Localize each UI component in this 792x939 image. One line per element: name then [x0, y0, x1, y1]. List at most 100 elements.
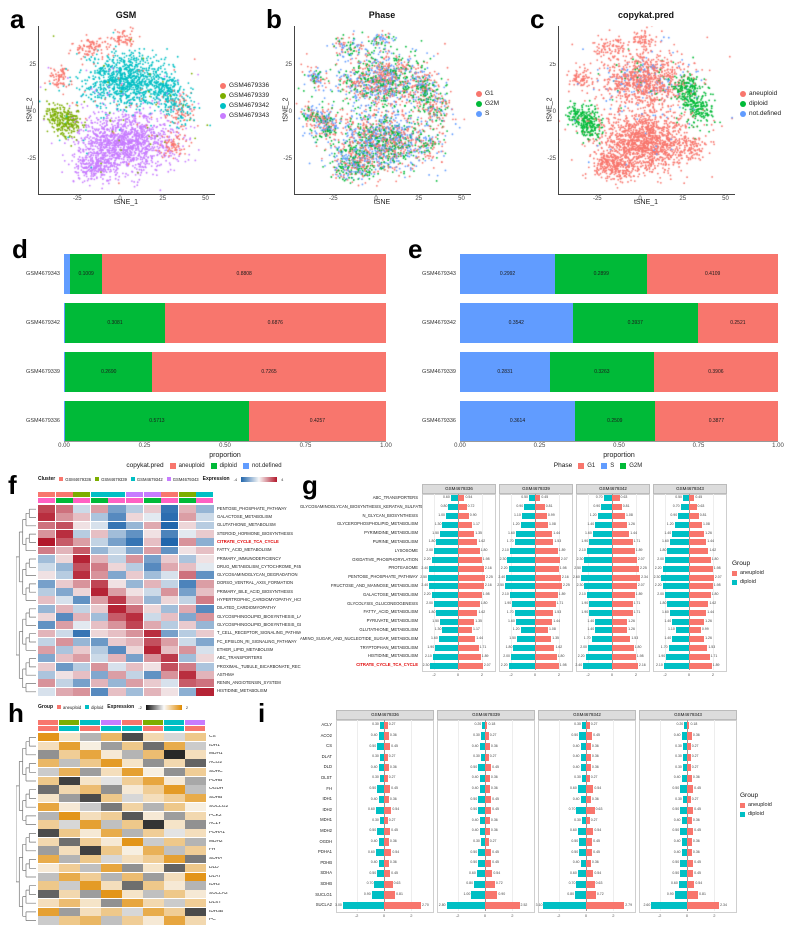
bar-diploid: [580, 795, 586, 804]
heatmap-cell: [143, 890, 164, 899]
facet-x-tick-label: 2: [410, 913, 413, 918]
legend-color-swatch: [210, 462, 217, 469]
bar-value-label: 1.89: [558, 592, 566, 597]
heatmap-cell: [196, 521, 214, 530]
heatmap-row-label: PC: [209, 918, 216, 923]
heatmap-cell: [122, 829, 143, 838]
column-annotation-cell: [55, 498, 73, 503]
heatmap-cell: [90, 629, 108, 638]
heatmap-cell: [196, 687, 214, 696]
facet-row-label: MDH2: [320, 828, 332, 834]
bar-value-label: 1.50: [509, 636, 516, 641]
bar-value-label: 1.71: [556, 601, 564, 605]
bar-value-label: 2.20: [654, 565, 662, 570]
row-dendrogram: [16, 737, 36, 921]
bar-value-label: 0.36: [490, 743, 498, 748]
heatmap-cell: [73, 546, 91, 555]
bar-diploid: [580, 574, 612, 581]
bar-segment-diploid: 0.5713: [64, 401, 249, 441]
bar-diploid: [584, 557, 612, 563]
heatmap-cell: [38, 811, 59, 820]
heatmap-cell: [55, 687, 73, 696]
heatmap-cell: [59, 802, 80, 812]
bar-value-label: 0.27: [691, 796, 699, 801]
heatmap-cell: [164, 785, 185, 794]
bar-value-label: 2.07: [637, 583, 645, 588]
heatmap-cell: [38, 898, 59, 908]
heatmap-cell: [185, 811, 206, 820]
heatmap-cell: [90, 679, 108, 688]
bar-aneuploid: [687, 732, 692, 740]
heatmap-cell: [126, 513, 144, 522]
bar-segment-S: 0.3542: [460, 303, 573, 343]
bar-row-label: GSM4679342: [26, 320, 60, 326]
segment-value-label: 0.4109: [705, 271, 721, 277]
bar-value-label: 1.26: [628, 627, 635, 632]
bar-aneuploid: [535, 636, 552, 643]
bar-diploid: [446, 513, 458, 519]
heatmap-cell: [55, 637, 73, 646]
legend-label: diploid: [91, 704, 104, 710]
x-tick-label: 25: [679, 196, 687, 202]
panel-letter-h: h: [8, 698, 24, 728]
legend-label: G2M: [485, 100, 500, 107]
heatmap-cell: [38, 604, 56, 613]
legend-label: G1: [587, 462, 596, 469]
heatmap-cell: [178, 621, 196, 630]
bar-value-label: 2.16: [484, 583, 492, 588]
bar-value-label: 2.07: [637, 557, 645, 561]
facet-x-tick-label: 0: [483, 913, 487, 918]
facet-x-tick-label: 2: [612, 913, 615, 918]
bar-diploid: [448, 504, 458, 511]
bar-diploid: [577, 827, 586, 835]
legend-scale-title: Expression: [107, 704, 135, 710]
heatmap-cell: [161, 571, 179, 580]
bar-diploid: [508, 565, 535, 572]
bar-aneuploid: [535, 521, 548, 528]
facet-row-label: TRYPTOPHAN_METABOLISM: [360, 644, 418, 650]
facet-x-tick-label: -2: [455, 913, 460, 918]
bar-diploid: [379, 721, 384, 729]
heatmap-cell: [161, 505, 179, 513]
bar-aneuploid: [586, 891, 596, 899]
bar-value-label: 0.36: [389, 839, 397, 844]
bar-segment-G1: 0.4109: [647, 254, 778, 294]
bar-value-label: 1.60: [507, 618, 515, 623]
facet-row-label: SDHB: [320, 881, 332, 887]
bar-aneuploid: [485, 902, 520, 910]
bar-value-label: 2.00: [503, 653, 510, 658]
bar-aneuploid: [535, 662, 559, 669]
heatmap-cell: [73, 596, 91, 605]
bar-aneuploid: [586, 902, 625, 910]
heatmap-legend: Cluster GSM4679336 GSM4679339 GSM4679342 GSM…: [38, 476, 283, 482]
legend-item: G2M: [476, 100, 499, 107]
heatmap-cell: [38, 637, 56, 646]
facet-gridline: [665, 494, 666, 670]
bar-aneuploid: [586, 806, 595, 814]
bar-value-label: 1.40: [587, 627, 595, 632]
bar-diploid: [589, 539, 612, 546]
bar-value-label: 1.89: [635, 592, 643, 597]
bar-value-label: 1.98: [482, 592, 490, 597]
bar-aneuploid: [689, 653, 710, 660]
bar-segment-not.defined: [64, 352, 66, 392]
panel-letter-f: f: [8, 470, 17, 500]
bar-value-label: 1.80: [480, 548, 488, 553]
bar-value-label: 0.70: [568, 881, 576, 886]
facet-row-label: N_GLYCAN_BIOSYNTHESIS: [362, 512, 418, 518]
bar-value-label: 1.40: [587, 521, 595, 526]
facet-plot-area: [437, 720, 535, 913]
facet-row-label: PROTEASOME: [388, 565, 418, 571]
heatmap-cell: [185, 794, 206, 803]
bar-aneuploid: [384, 902, 422, 910]
bar-aneuploid: [689, 636, 705, 643]
heatmap-cell: [126, 521, 144, 530]
bar-value-label: 0.45: [492, 796, 499, 801]
heatmap-cell: [108, 571, 126, 580]
heatmap-row-label: ASTHMA: [217, 672, 235, 677]
segment-value-label: 0.2831: [497, 369, 513, 375]
heatmap-cell: [122, 890, 143, 899]
facet-row-label: ACLY: [321, 721, 332, 727]
bar-diploid: [589, 601, 612, 607]
tsne-scatter-copykat: [558, 26, 735, 195]
